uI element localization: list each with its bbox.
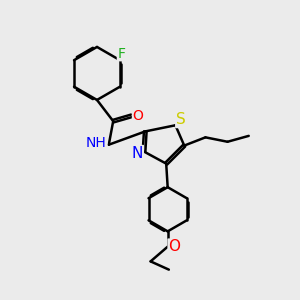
Text: S: S bbox=[176, 112, 186, 128]
Text: O: O bbox=[168, 239, 180, 254]
Text: N: N bbox=[132, 146, 143, 160]
Text: NH: NH bbox=[86, 136, 107, 150]
Text: F: F bbox=[117, 47, 125, 61]
Text: O: O bbox=[133, 109, 143, 123]
